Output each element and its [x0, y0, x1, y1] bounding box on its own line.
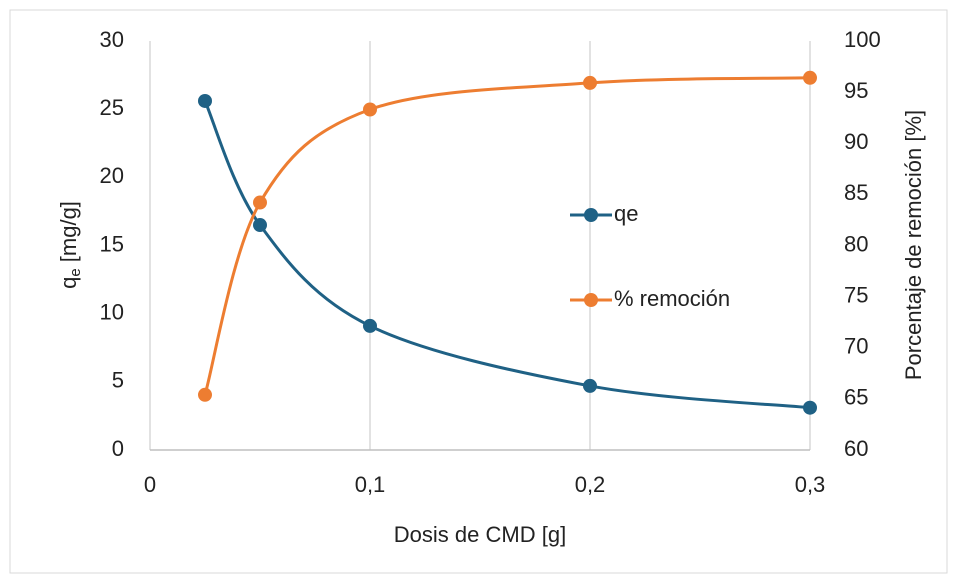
- y2-tick-label: 60: [844, 436, 868, 461]
- x-tick-label: 0,2: [575, 472, 606, 497]
- y-tick-label: 5: [112, 368, 124, 393]
- y-axis-title-unit: [mg/g]: [56, 201, 81, 268]
- y2-tick-label: 90: [844, 129, 868, 154]
- y-tick-label: 0: [112, 436, 124, 461]
- chart-border: [9, 9, 948, 574]
- y2-tick-label: 65: [844, 385, 868, 410]
- point: [583, 378, 597, 393]
- legend-marker: [584, 293, 598, 307]
- x-tick-label: 0: [144, 472, 156, 497]
- legend-label: qe: [614, 201, 638, 226]
- y-axis-title: qe [mg/g]: [56, 201, 84, 289]
- y-tick-label: 10: [100, 299, 124, 324]
- y-tick-label: 15: [100, 231, 124, 256]
- x-tick-label: 0,3: [795, 472, 826, 497]
- y2-tick-label: 80: [844, 231, 868, 256]
- x-axis-title: Dosis de CMD [g]: [394, 522, 566, 547]
- y2-tick-label: 100: [844, 27, 881, 52]
- y2-tick-label: 85: [844, 180, 868, 205]
- series-line: [203, 100, 811, 410]
- point: [253, 218, 267, 233]
- y-tick-label: 25: [100, 95, 124, 120]
- point: [583, 75, 597, 90]
- y-tick-label: 30: [100, 27, 124, 52]
- y2-axis-title: Porcentaje de remoción [%]: [901, 110, 926, 380]
- legend-marker: [584, 208, 598, 222]
- point: [803, 70, 817, 85]
- y2-tick-label: 95: [844, 78, 868, 103]
- legend-label: % remoción: [614, 286, 730, 311]
- point: [198, 387, 212, 402]
- point: [198, 93, 212, 108]
- point: [363, 318, 377, 333]
- y2-tick-label: 75: [844, 282, 868, 307]
- point: [803, 400, 817, 415]
- y-tick-label: 20: [100, 163, 124, 188]
- point: [363, 102, 377, 117]
- y-axis-title-sub: e: [67, 268, 84, 276]
- point: [253, 195, 267, 210]
- y2-tick-label: 70: [844, 334, 868, 359]
- y-axis-title-base: q: [56, 277, 81, 289]
- x-tick-label: 0,1: [355, 472, 386, 497]
